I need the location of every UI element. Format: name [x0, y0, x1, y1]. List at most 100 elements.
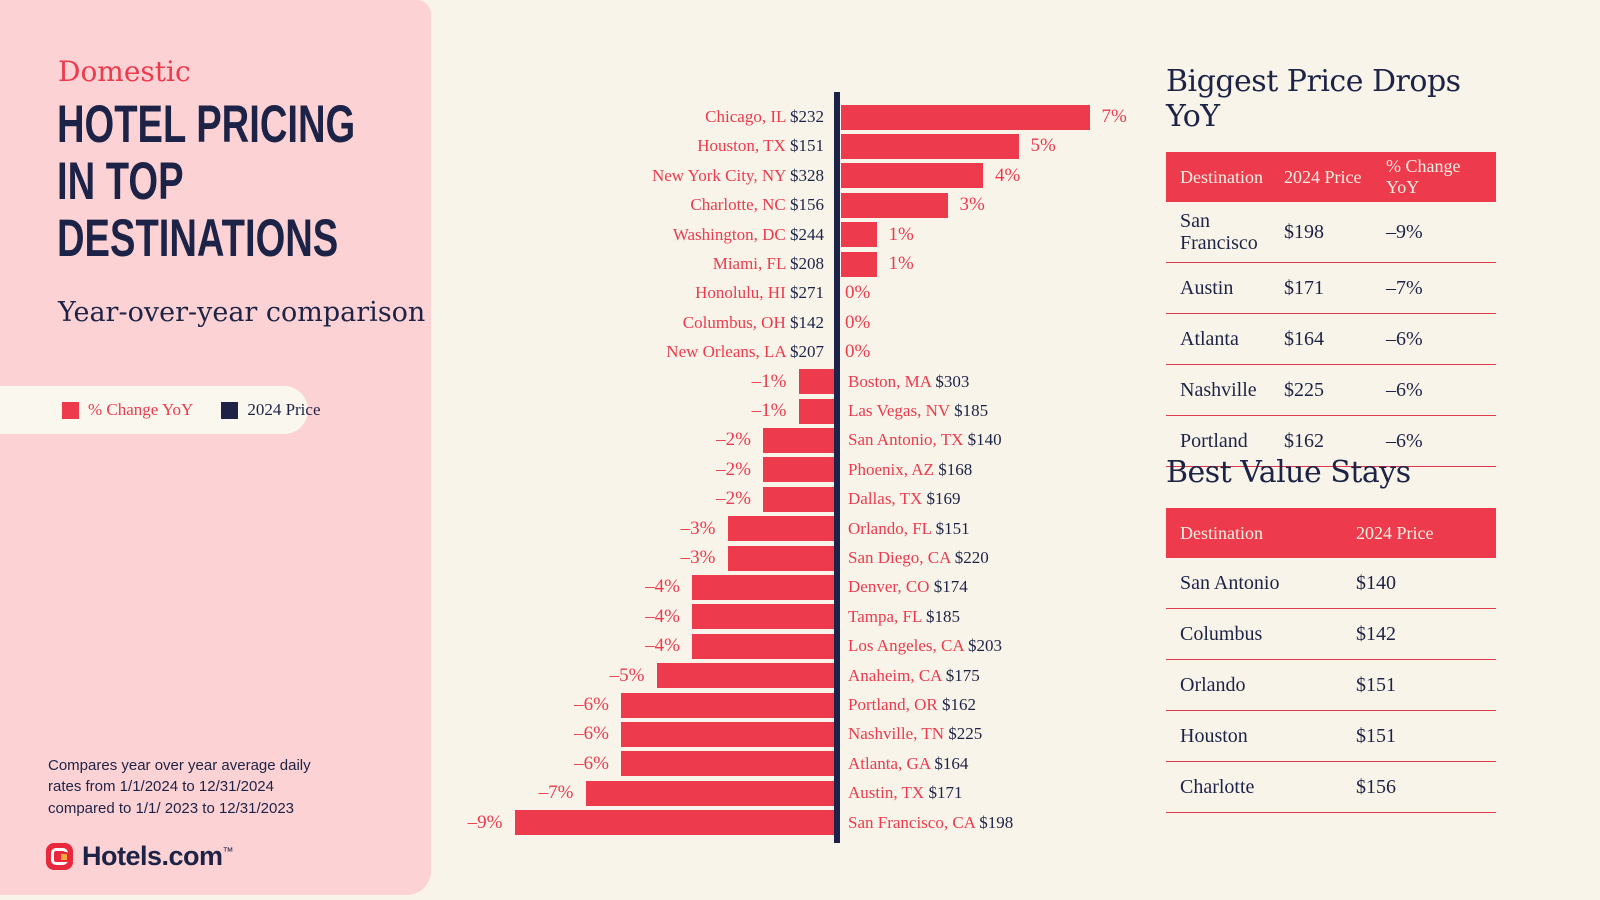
pct-change-label: 1%: [888, 223, 914, 245]
table-cell: Charlotte: [1180, 776, 1255, 798]
city-name: Honolulu, HI: [695, 283, 786, 303]
city-price-label: Washington, DC $244: [673, 222, 824, 248]
footnote-line-1: Compares year over year average daily: [48, 757, 311, 774]
pct-change-label: –2%: [716, 488, 751, 510]
city-price-label: Honolulu, HI $271: [695, 280, 824, 306]
table-row: San Francisco $198 –9%: [1166, 202, 1496, 263]
pct-change-bar: [841, 222, 877, 248]
city-name: Nashville, TN: [848, 724, 945, 744]
pct-change-label: –3%: [680, 517, 716, 539]
pct-change-label: 3%: [959, 194, 985, 216]
pct-change-label: –2%: [716, 458, 751, 480]
pct-change-label: –6%: [574, 752, 609, 774]
table-body: San Francisco $198 –9% Austin $171 –7% Atlanta…: [1166, 202, 1496, 467]
pct-change-bar: [763, 486, 834, 512]
price-2024: $174: [933, 577, 968, 597]
city-name: Miami, FL: [712, 254, 786, 273]
city-name: Dallas, TX: [848, 489, 923, 509]
table-header-row: Destination 2024 Price % Change YoY: [1166, 152, 1496, 202]
table-cell: $156: [1356, 776, 1396, 798]
table-header-row: Destination 2024 Price: [1166, 508, 1496, 558]
city-price-label: Chicago, IL $232: [705, 104, 824, 130]
table-cell: San Francisco: [1180, 210, 1258, 254]
table-row: Columbus $142: [1166, 609, 1496, 660]
table-row: Nashville $225 –6%: [1166, 365, 1496, 416]
hotels-com-logo: Hotels.com™: [46, 841, 234, 872]
price-2024: $169: [926, 489, 961, 509]
price-2024: $303: [935, 371, 970, 391]
table-cell: –6%: [1386, 430, 1423, 452]
city-price-label: Denver, CO $174: [848, 574, 968, 600]
pct-change-swatch-icon: [62, 401, 79, 419]
price-2024: $185: [954, 401, 989, 420]
table-cell: $140: [1356, 572, 1396, 594]
column-header: 2024 Price: [1284, 166, 1362, 187]
pct-change-bar: [621, 692, 834, 718]
city-name: Orlando, FL: [848, 518, 932, 538]
city-name: Atlanta, GA: [848, 753, 931, 773]
city-price-label: Boston, MA $303: [848, 369, 969, 395]
city-name: New Orleans, LA: [666, 342, 786, 362]
table-row: San Antonio $140: [1166, 558, 1496, 609]
pct-change-label: –2%: [716, 429, 751, 451]
pct-change-bar: [692, 574, 834, 600]
city-name: Las Vegas, NV: [848, 401, 950, 420]
city-price-label: Los Angeles, CA $203: [848, 633, 1002, 659]
pct-change-label: –5%: [609, 664, 645, 686]
table-cell: –9%: [1386, 221, 1423, 243]
city-name: Denver, CO: [848, 577, 930, 597]
best-value-table: Best Value Stays Destination 2024 Price S…: [1166, 455, 1496, 813]
legend-label-pct-change: % Change YoY: [88, 400, 194, 419]
city-price-label: San Francisco, CA $198: [848, 810, 1013, 836]
city-name: San Diego, CA: [848, 548, 951, 567]
price-2024: $207: [790, 342, 824, 362]
table-cell: –6%: [1386, 379, 1423, 401]
price-2024: $244: [790, 224, 824, 244]
logo-wordmark: Hotels.com: [82, 841, 223, 871]
title-line-3: DESTINATIONS: [57, 209, 339, 268]
city-price-label: Columbus, OH $142: [683, 310, 824, 336]
pct-change-bar: [798, 398, 834, 424]
legend-label-price: 2024 Price: [247, 400, 321, 419]
table-cell: $225: [1284, 379, 1324, 401]
pct-change-label: 0%: [845, 311, 871, 333]
pct-change-bar: [841, 104, 1090, 130]
city-name: Houston, TX: [697, 136, 786, 156]
left-sidebar: Domestic HOTEL PRICING IN TOP DESTINATIO…: [0, 0, 431, 895]
table-cell: $198: [1284, 221, 1324, 243]
price-2024: $185: [925, 606, 960, 626]
price-2024: $171: [928, 783, 963, 803]
table-cell: Columbus: [1180, 623, 1263, 645]
pct-change-bar: [763, 427, 834, 453]
column-header: 2024 Price: [1356, 522, 1434, 543]
trademark-symbol: ™: [222, 846, 234, 858]
table-cell: $162: [1284, 430, 1324, 452]
city-name: Boston, MA: [848, 371, 932, 391]
price-2024: $271: [790, 283, 824, 303]
table-row: Portland $162 –6%: [1166, 416, 1496, 467]
pct-change-bar: [656, 663, 834, 689]
pct-change-label: –4%: [645, 605, 680, 627]
city-price-label: San Antonio, TX $140: [848, 427, 1002, 453]
footnote-line-2: rates from 1/1/2024 to 12/31/2024: [48, 778, 274, 796]
city-name: Los Angeles, CA: [848, 636, 964, 656]
table-cell: –6%: [1386, 328, 1423, 350]
price-2024: $328: [790, 165, 824, 185]
price-2024: $232: [790, 107, 824, 126]
table-cell: San Antonio: [1180, 572, 1280, 594]
hotels-com-logo-icon: [46, 843, 73, 870]
pct-change-label: –4%: [645, 576, 680, 598]
pct-change-label: –1%: [751, 370, 787, 392]
best-value-table-title: Best Value Stays: [1166, 455, 1411, 490]
price-2024: $198: [979, 812, 1014, 832]
city-name: Tampa, FL: [848, 606, 922, 626]
table-row: Atlanta $164 –6%: [1166, 314, 1496, 365]
pct-change-bar: [621, 751, 834, 777]
footnote: Compares year over year average daily ra…: [48, 755, 398, 819]
price-drops-table-title: Biggest Price Drops YoY: [1166, 64, 1461, 134]
pct-change-label: –9%: [467, 811, 503, 833]
column-header: Destination: [1180, 522, 1263, 543]
legend: % Change YoY 2024 Price: [0, 386, 321, 434]
city-price-label: Atlanta, GA $164: [848, 751, 968, 777]
